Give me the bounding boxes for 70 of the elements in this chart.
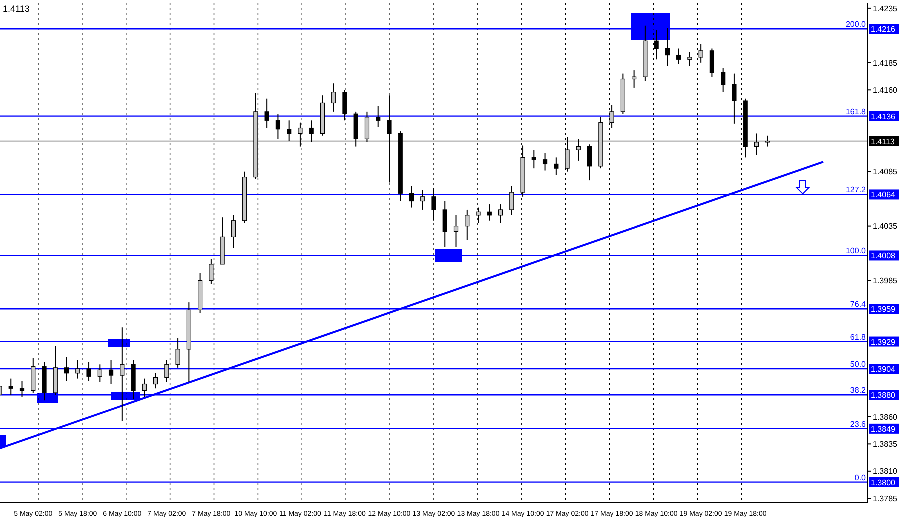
candlestick (376, 106, 381, 128)
candlestick (31, 358, 36, 394)
candlestick (710, 48, 715, 78)
y-tick-label: 1.4185 (873, 58, 898, 68)
annotation: 161.8 (846, 107, 867, 116)
candlestick (64, 356, 70, 382)
ref-line-label: 1.4064 (871, 190, 896, 200)
ref-line-label: 1.3959 (871, 305, 896, 314)
candlestick (332, 83, 336, 112)
annotation: 1.4113 (3, 4, 30, 14)
candlestick (587, 144, 592, 182)
y-tick-label: 1.3785 (873, 494, 898, 504)
ref-line-label: 1.4136 (871, 112, 896, 122)
candlestick (432, 188, 436, 222)
candlestick (309, 120, 314, 143)
candlestick (721, 68, 726, 93)
ref-line-label: 1.3880 (871, 391, 896, 400)
annotation: 23.6 (850, 420, 867, 429)
candlestick (554, 157, 559, 176)
y-tick-label: 1.3835 (873, 440, 898, 450)
candlestick (487, 204, 492, 222)
ref-line-label: 1.3800 (871, 478, 896, 488)
annotation: 200.0 (846, 20, 867, 30)
candlestick (688, 52, 692, 67)
ref-line-label: 1.3929 (871, 338, 896, 347)
candlestick (465, 209, 470, 241)
candlestick (20, 380, 25, 398)
ref-line-label: 1.3904 (871, 365, 896, 374)
ref-line-label: 1.4008 (871, 252, 896, 261)
candlestick (8, 378, 14, 396)
candlestick (510, 186, 514, 216)
candlestick (287, 120, 292, 142)
ref-line-label: 1.4216 (871, 25, 896, 34)
candlestick (420, 190, 426, 210)
candlestick (498, 204, 504, 224)
candlestick (409, 186, 414, 208)
annotation: 100.0 (846, 246, 867, 256)
annotation: 127.2 (846, 186, 867, 195)
annotation: 61.8 (850, 332, 867, 342)
candlestick (442, 200, 448, 248)
candlestick (276, 114, 281, 140)
candlestick (542, 152, 548, 172)
candlestick (632, 70, 637, 88)
y-tick-label: 1.4085 (873, 168, 898, 177)
y-tick-label: 1.4235 (873, 4, 898, 14)
y-tick-label: 1.3810 (873, 467, 898, 476)
ref-line-label: 1.3849 (871, 424, 896, 434)
candlestick (732, 73, 737, 124)
candlestick (142, 378, 147, 398)
annotation: 38.2 (850, 386, 867, 396)
annotation: 76.4 (850, 300, 867, 310)
candlestick (98, 364, 102, 383)
annotation: 0.0 (854, 473, 867, 482)
candlestick (665, 28, 670, 67)
candlestick (532, 150, 536, 170)
y-tick-label: 1.3860 (873, 412, 898, 422)
annotation: 50.0 (850, 360, 867, 370)
candlestick (231, 214, 236, 249)
candlestick (86, 362, 92, 382)
ref-line-label: 1.4113 (871, 137, 896, 146)
y-tick-label: 1.4035 (873, 222, 898, 232)
candlestick (176, 338, 180, 368)
candlestick (76, 360, 80, 380)
candlestick (108, 360, 114, 385)
candlestick (153, 372, 158, 390)
candlestick (264, 98, 270, 129)
y-tick-label: 1.4160 (873, 86, 898, 95)
candlestick (676, 48, 682, 64)
y-tick-label: 1.3985 (873, 276, 898, 286)
candlestick (454, 214, 459, 248)
